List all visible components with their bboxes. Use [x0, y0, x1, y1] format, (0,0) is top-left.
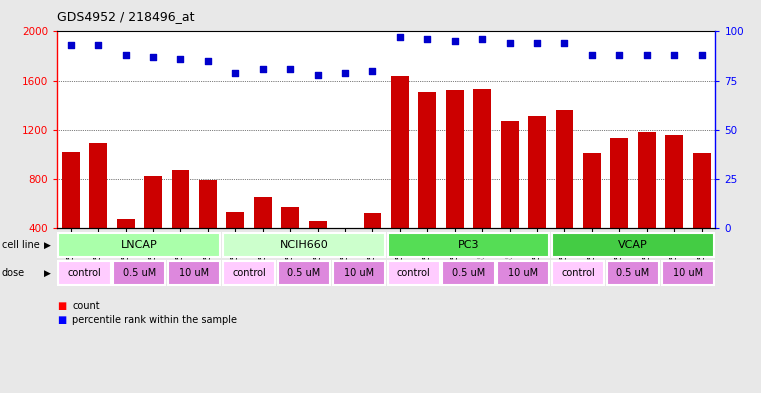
Point [504, 40, 516, 46]
Bar [501, 121, 518, 228]
Text: PC3: PC3 [457, 239, 479, 250]
Point [92, 42, 104, 48]
Text: 0.5 uM: 0.5 uM [452, 268, 485, 278]
Bar [254, 197, 272, 228]
Bar [223, 261, 275, 285]
Text: percentile rank within the sample: percentile rank within the sample [72, 315, 237, 325]
Bar [391, 75, 409, 228]
Point [531, 40, 543, 46]
Point [284, 66, 296, 72]
Text: 10 uM: 10 uM [508, 268, 539, 278]
Bar [607, 261, 659, 285]
Text: LNCAP: LNCAP [121, 239, 158, 250]
Bar [387, 233, 549, 257]
Point [422, 36, 434, 42]
Point [449, 38, 461, 44]
Bar [497, 261, 549, 285]
Text: control: control [232, 268, 266, 278]
Point [476, 36, 489, 42]
Text: cell line: cell line [2, 240, 40, 250]
Bar [282, 207, 299, 228]
Bar [665, 134, 683, 228]
Text: count: count [72, 301, 100, 311]
Bar [116, 219, 135, 228]
Text: 10 uM: 10 uM [179, 268, 209, 278]
Bar [693, 153, 711, 228]
Point [174, 56, 186, 62]
Point [147, 54, 159, 60]
Bar [278, 261, 330, 285]
Text: control: control [68, 268, 101, 278]
Text: 0.5 uM: 0.5 uM [616, 268, 650, 278]
Text: 10 uM: 10 uM [673, 268, 703, 278]
Bar [446, 90, 463, 228]
Bar [59, 233, 220, 257]
Text: control: control [396, 268, 431, 278]
Text: VCAP: VCAP [618, 239, 648, 250]
Text: 0.5 uM: 0.5 uM [123, 268, 156, 278]
Point [668, 52, 680, 58]
Bar [227, 212, 244, 228]
Point [696, 52, 708, 58]
Bar [442, 261, 495, 285]
Bar [662, 261, 714, 285]
Point [613, 52, 626, 58]
Bar [62, 152, 80, 228]
Bar [528, 116, 546, 228]
Bar [336, 228, 354, 229]
Bar [223, 233, 385, 257]
Point [65, 42, 77, 48]
Text: ▶: ▶ [44, 269, 51, 278]
Bar [171, 170, 189, 228]
Bar [59, 261, 110, 285]
Text: GDS4952 / 218496_at: GDS4952 / 218496_at [57, 10, 195, 23]
Text: 10 uM: 10 uM [344, 268, 374, 278]
Bar [638, 132, 656, 228]
Bar [333, 261, 385, 285]
Bar [419, 92, 436, 228]
Text: dose: dose [2, 268, 24, 278]
Bar [113, 261, 165, 285]
Point [311, 72, 323, 78]
Text: ■: ■ [57, 301, 66, 311]
Point [394, 34, 406, 40]
Bar [144, 176, 162, 228]
Text: NCIH660: NCIH660 [279, 239, 328, 250]
Bar [387, 261, 440, 285]
Text: ■: ■ [57, 315, 66, 325]
Bar [199, 180, 217, 228]
Bar [583, 153, 601, 228]
Point [641, 52, 653, 58]
Bar [364, 213, 381, 228]
Text: control: control [562, 268, 595, 278]
Bar [168, 261, 220, 285]
Bar [473, 89, 491, 228]
Bar [556, 110, 573, 228]
Bar [610, 138, 629, 228]
Point [119, 52, 132, 58]
Bar [552, 261, 604, 285]
Point [256, 66, 269, 72]
Point [586, 52, 598, 58]
Point [202, 58, 214, 64]
Point [339, 70, 351, 76]
Bar [552, 233, 714, 257]
Point [229, 70, 241, 76]
Text: ▶: ▶ [44, 241, 51, 250]
Text: 0.5 uM: 0.5 uM [288, 268, 320, 278]
Point [559, 40, 571, 46]
Point [366, 68, 378, 74]
Bar [89, 143, 107, 228]
Bar [309, 220, 326, 228]
